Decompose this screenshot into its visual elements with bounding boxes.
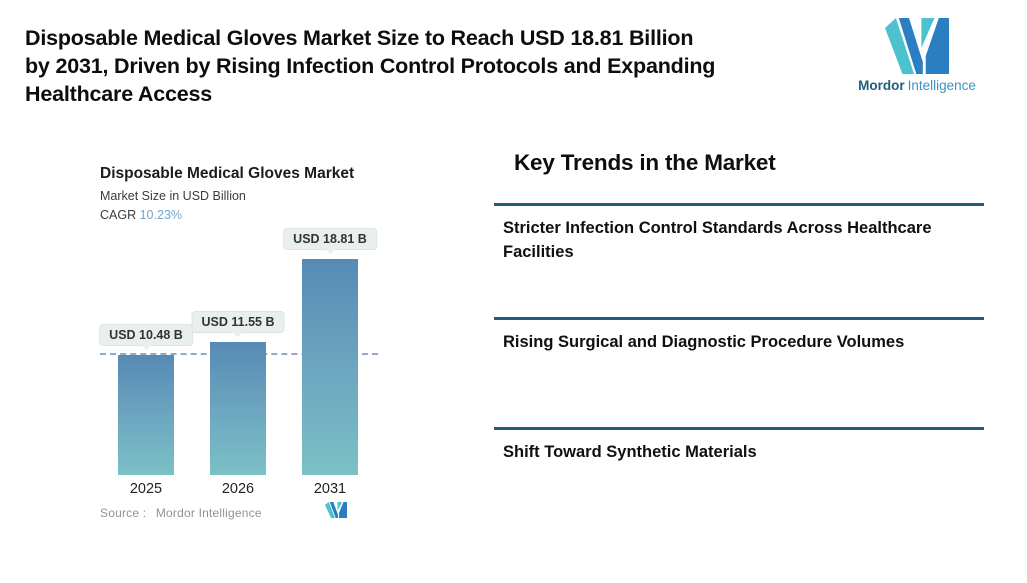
plot-area: USD 10.48 B 2025 USD 11.55 B 2026 USD 18.81 … [99, 225, 378, 497]
chart-subtitle: Market Size in USD Billion [100, 189, 246, 203]
chart-cagr: CAGR 10.23% [100, 208, 354, 222]
key-trends-heading: Key Trends in the Market [514, 150, 776, 175]
value-badge-text: USD 10.48 B [109, 328, 183, 342]
key-trends-panel: Key Trends in the Market Stricter Infect… [494, 150, 984, 490]
trend-text: Stricter Infection Control Standards Acr… [503, 219, 932, 261]
mordor-intelligence-logo: Mordor Intelligence [856, 18, 978, 93]
mini-logo-mark-icon [325, 502, 347, 518]
x-axis-label: 2026 [221, 481, 255, 497]
value-badge: USD 10.48 B [99, 324, 193, 350]
brand-name-bold: Mordor [858, 78, 905, 93]
trend-item: Rising Surgical and Diagnostic Procedure… [494, 317, 984, 427]
trend-item: Stricter Infection Control Standards Acr… [494, 203, 984, 317]
bar [118, 355, 174, 475]
source-label: Source : [100, 506, 147, 520]
badge-pointer-icon [325, 249, 335, 254]
value-badge-text: USD 18.81 B [293, 232, 367, 246]
trend-text: Rising Surgical and Diagnostic Procedure… [503, 333, 905, 351]
cagr-value: 10.23% [139, 208, 183, 222]
chart-title: Disposable Medical Gloves Market [100, 165, 355, 182]
source-name: Mordor Intelligence [155, 506, 262, 520]
chart-header: Disposable Medical Gloves Market Market … [100, 165, 354, 222]
cagr-label: CAGR [100, 208, 137, 222]
x-axis-label: 2031 [313, 481, 347, 497]
value-badge-text: USD 11.55 B [201, 315, 275, 329]
x-axis-label: 2025 [129, 481, 163, 497]
page-title-line: by 2031, Driven by Rising Infection Cont… [25, 54, 716, 78]
bar [302, 259, 358, 475]
value-badge: USD 18.81 B [283, 228, 377, 254]
value-badge: USD 11.55 B [191, 311, 285, 337]
page-title-line: Healthcare Access [25, 82, 213, 106]
page-title-line: Disposable Medical Gloves Market Size to… [25, 26, 694, 50]
bar-column-2026: USD 11.55 B 2026 [191, 225, 285, 497]
bar [210, 342, 266, 475]
bar-column-2025: USD 10.48 B 2025 [99, 225, 193, 497]
brand-name: Mordor Intelligence [856, 78, 978, 93]
page-title: Disposable Medical Gloves Market Size to… [25, 24, 855, 108]
trend-item: Shift Toward Synthetic Materials [494, 427, 984, 490]
badge-pointer-icon [141, 345, 151, 350]
source-note: Source : Mordor Intelligence [100, 506, 262, 520]
bar-column-2031: USD 18.81 B 2031 [283, 225, 377, 497]
brand-name-light: Intelligence [907, 78, 976, 93]
mordor-logo-mark-icon [885, 18, 949, 74]
badge-pointer-icon [233, 332, 243, 337]
trend-text: Shift Toward Synthetic Materials [503, 443, 757, 461]
